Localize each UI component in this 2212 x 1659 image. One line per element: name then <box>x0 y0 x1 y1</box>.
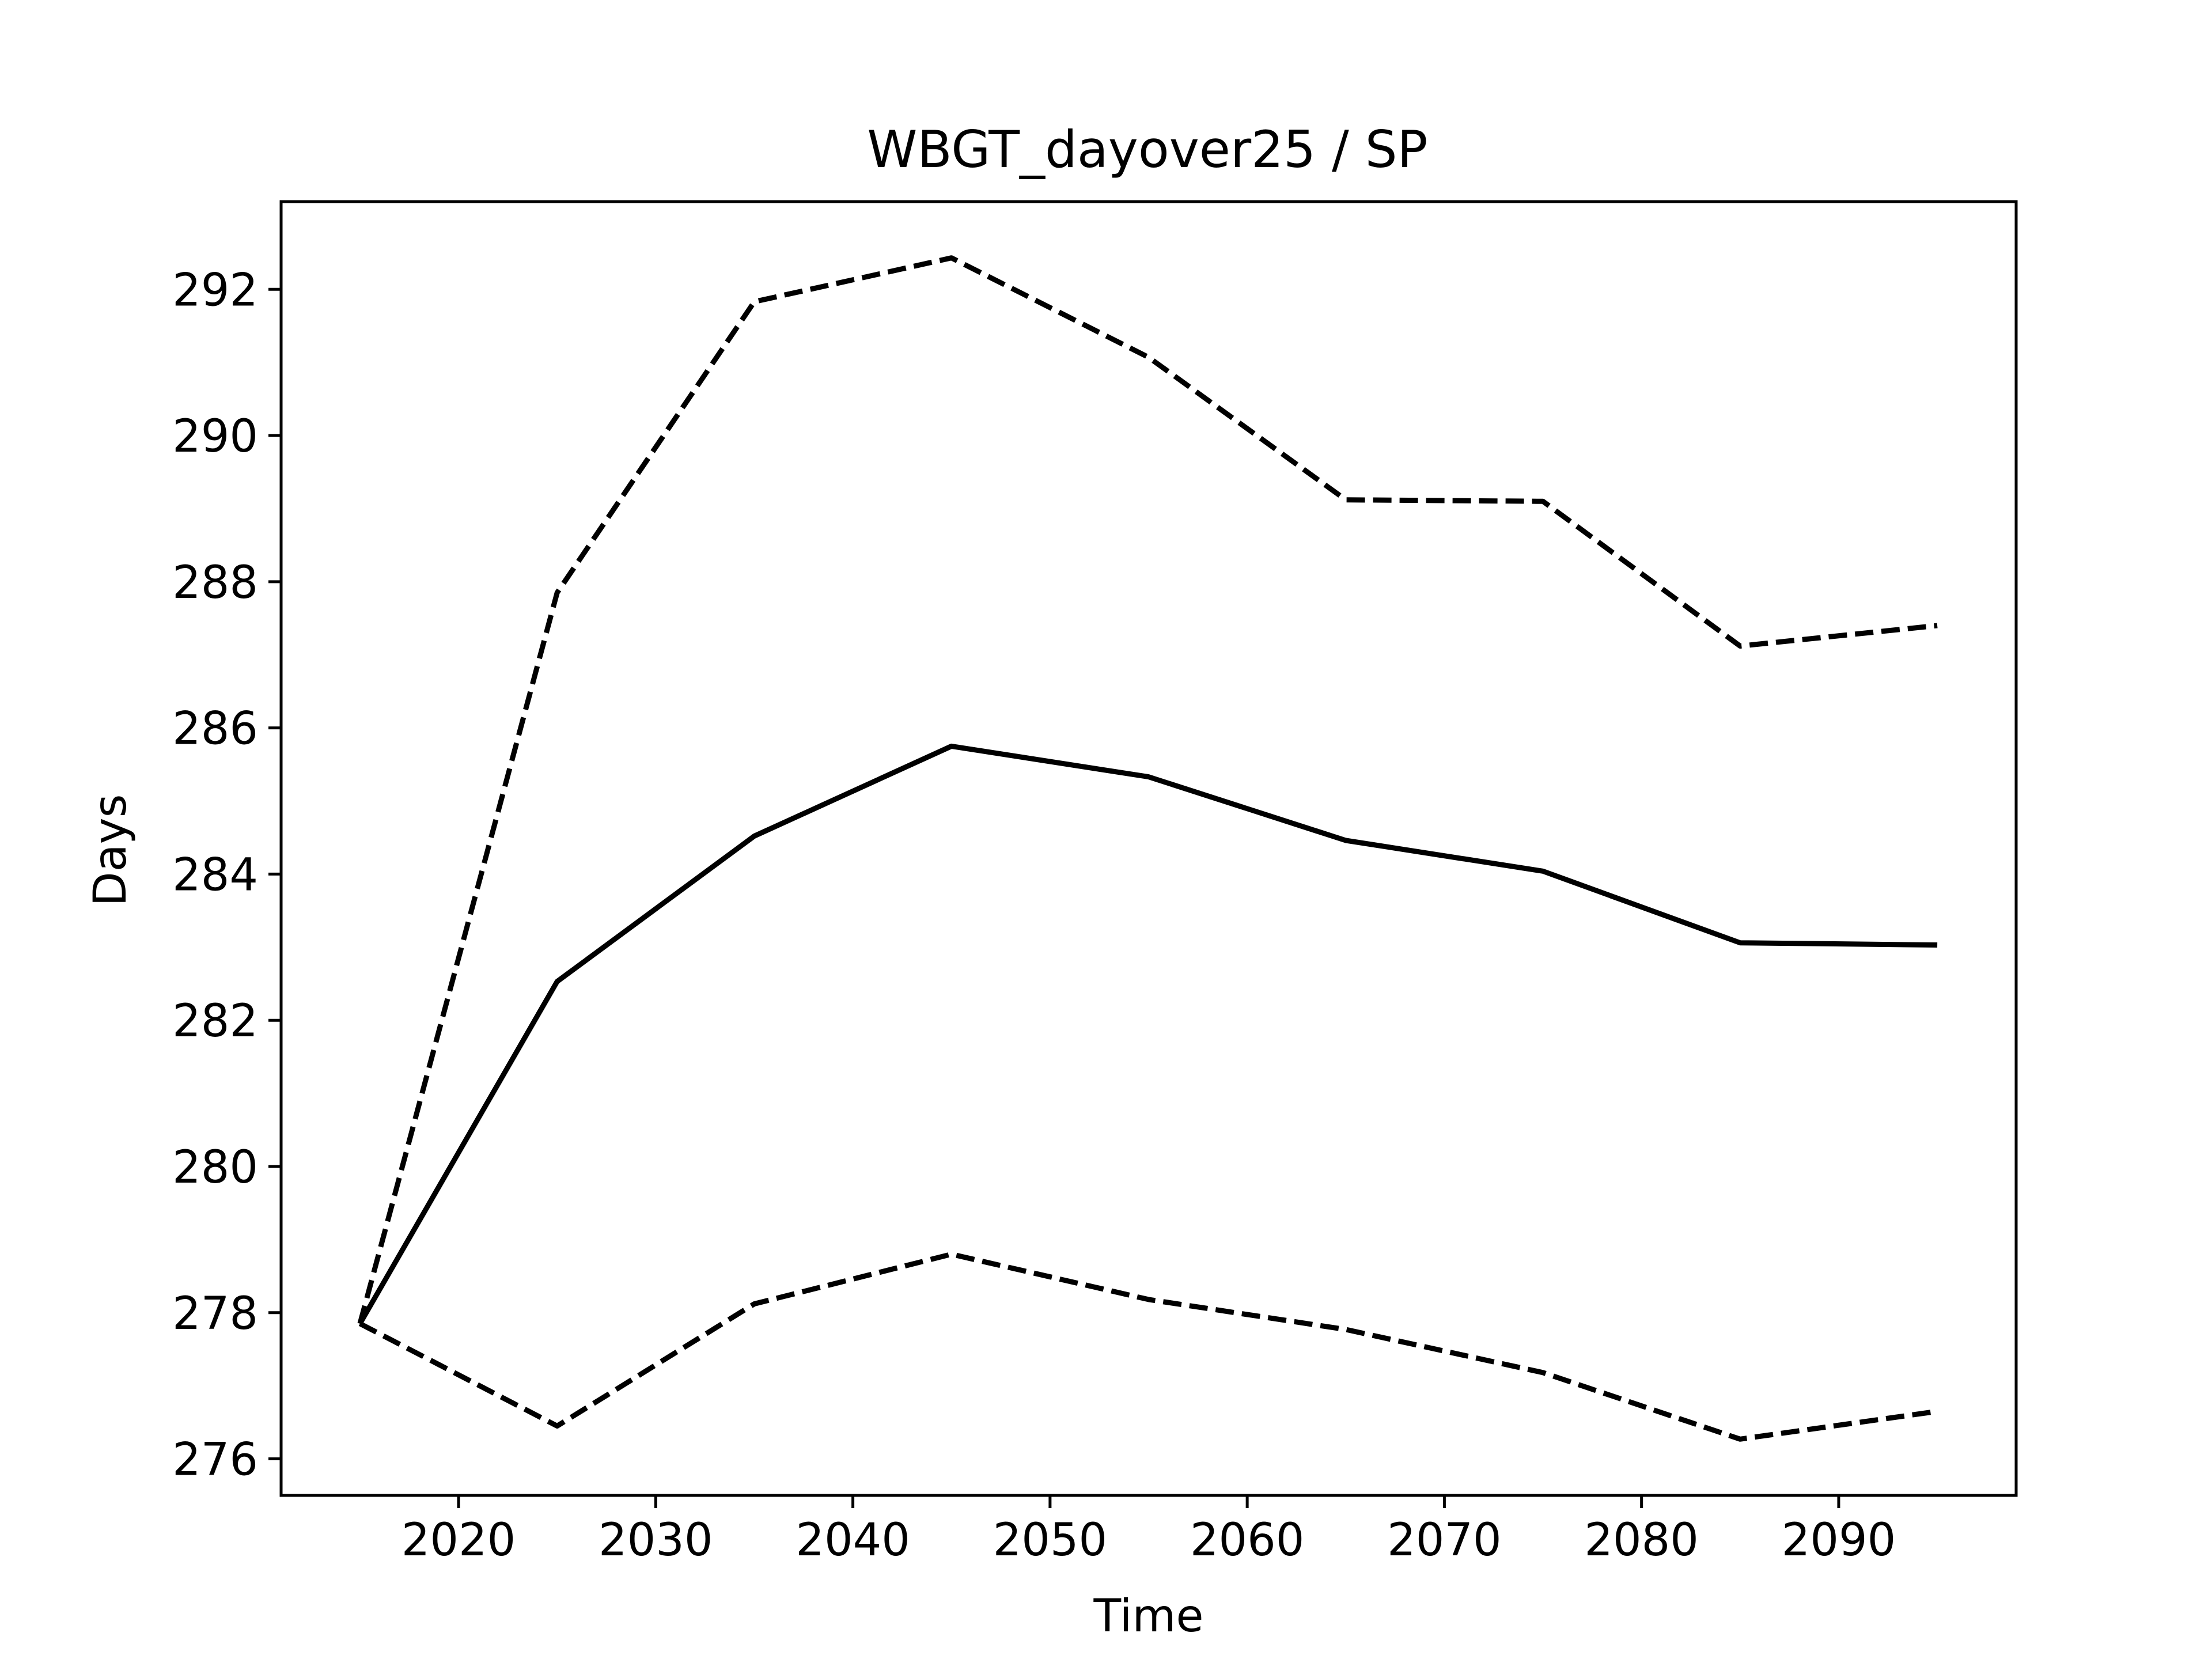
solid-series-line-1 <box>358 743 1938 1325</box>
y-tick-label: 280 <box>172 1142 258 1194</box>
y-tick-label: 284 <box>172 849 258 901</box>
y-tick-label: 288 <box>172 557 258 609</box>
x-tick-label: 2080 <box>1584 1514 1699 1566</box>
y-tick-label: 286 <box>172 703 258 755</box>
ticks-layer: 2020 2030 2040 2050 2060 2070 2080 2090 276 278 28… <box>172 264 1896 1566</box>
x-tick-label: 2040 <box>796 1514 910 1566</box>
x-axis-label: Time <box>1093 1590 1204 1642</box>
x-tick-label: 2070 <box>1387 1514 1502 1566</box>
chart-title: WBGT_dayover25 / SP <box>867 120 1427 179</box>
y-tick-label: 292 <box>172 264 258 316</box>
dashed-series-line-2 <box>357 255 1938 1324</box>
y-tick-label: 276 <box>172 1434 258 1486</box>
x-tick-label: 2050 <box>993 1514 1108 1566</box>
y-tick-label: 290 <box>172 411 258 463</box>
y-tick-label: 278 <box>172 1288 258 1340</box>
series-layer <box>357 255 1938 1442</box>
x-tick-label: 2020 <box>402 1514 516 1566</box>
y-axis-label: Days <box>85 794 137 907</box>
x-tick-label: 2090 <box>1782 1514 1896 1566</box>
x-tick-label: 2060 <box>1190 1514 1305 1566</box>
dashed-series-line-3 <box>358 1251 1938 1442</box>
x-tick-label: 2030 <box>599 1514 713 1566</box>
y-tick-label: 282 <box>172 995 258 1047</box>
plot-frame <box>279 200 2018 1497</box>
